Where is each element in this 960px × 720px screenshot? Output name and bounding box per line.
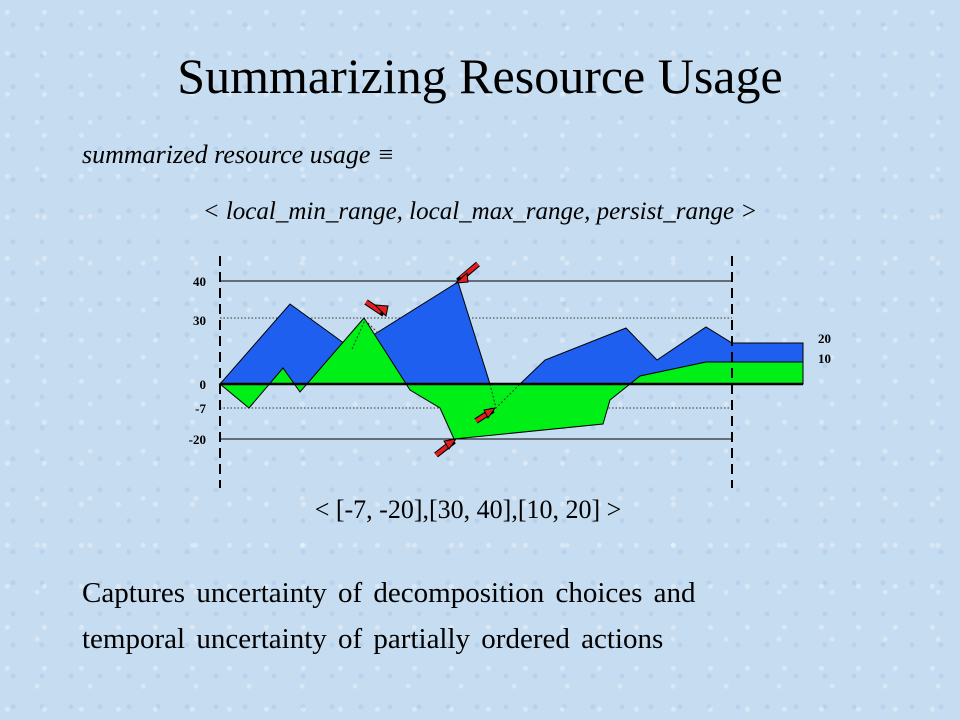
caption-line-1: Captures uncertainty of decomposition ch… — [82, 577, 696, 609]
definition-line: summarized resource usage ≡ — [82, 138, 394, 172]
arrow-icon — [454, 261, 480, 284]
axis-label-30: 30 — [193, 313, 206, 328]
definition-text: summarized resource usage — [82, 140, 371, 169]
persist-dotted — [489, 383, 521, 409]
caption-line-2: temporal uncertainty of partially ordere… — [82, 623, 664, 655]
axis-label-0: 0 — [200, 377, 207, 392]
axis-label-minus20: -20 — [189, 432, 206, 447]
axis-label-40: 40 — [193, 274, 206, 289]
max-envelope-dotted — [351, 319, 381, 350]
axis-label-right-20: 20 — [818, 331, 831, 346]
axis-label-minus7: -7 — [195, 401, 206, 416]
equivalence-symbol: ≡ — [376, 140, 395, 169]
arrow-icon — [364, 299, 389, 318]
arrow-icon — [434, 438, 458, 458]
slide-title: Summarizing Resource Usage — [177, 48, 783, 104]
arrow-icon — [474, 407, 497, 424]
example-summary-value: < [-7, -20],[30, 40],[10, 20] > — [314, 495, 622, 524]
axis-label-right-10: 10 — [818, 351, 831, 366]
tuple-definition: < local_min_range, local_max_range, pers… — [202, 198, 758, 225]
caption: Captures uncertainty of decomposition ch… — [82, 570, 696, 662]
